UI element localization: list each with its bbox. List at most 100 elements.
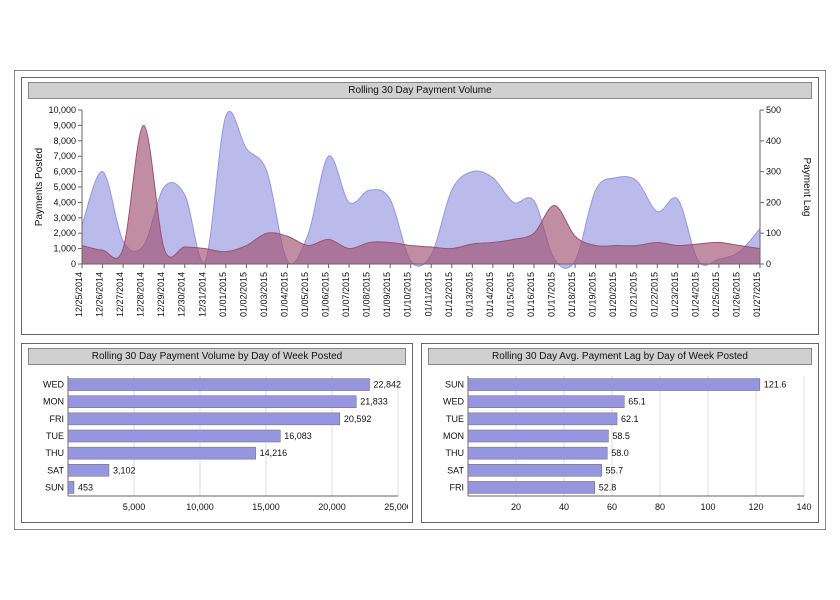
svg-text:120: 120 (748, 502, 763, 512)
svg-text:01/11/2015: 01/11/2015 (423, 272, 433, 316)
svg-text:40: 40 (559, 502, 569, 512)
svg-text:0: 0 (766, 259, 771, 269)
bar (468, 464, 602, 476)
svg-text:12/28/2014: 12/28/2014 (136, 272, 146, 317)
bottom-left-svg: 5,00010,00015,00020,00025,000WED22,842MO… (28, 370, 408, 518)
bar (68, 379, 370, 391)
bottom-right-svg: 20406080100120140SUN121.6WED65.1TUE62.1M… (428, 370, 814, 518)
svg-text:01/23/2015: 01/23/2015 (670, 272, 680, 317)
svg-text:2,000: 2,000 (53, 228, 76, 238)
top-chart-svg: 0 1,000 2,000 3,000 4,000 5,000 6,000 7,000 8,00… (28, 104, 814, 330)
bar-value: 16,083 (284, 431, 312, 441)
svg-text:01/08/2015: 01/08/2015 (362, 272, 372, 317)
svg-text:01/07/2015: 01/07/2015 (341, 272, 351, 317)
bar-category: THU (446, 448, 465, 458)
svg-text:01/22/2015: 01/22/2015 (649, 272, 659, 317)
svg-text:3,000: 3,000 (53, 213, 76, 223)
bar-value: 52.8 (599, 482, 617, 492)
bar (468, 481, 595, 493)
svg-text:12/29/2014: 12/29/2014 (156, 272, 166, 317)
bar-value: 14,216 (260, 448, 288, 458)
bottom-left-panel: Rolling 30 Day Payment Volume by Day of … (21, 343, 413, 523)
svg-text:5,000: 5,000 (53, 182, 76, 192)
top-chart-title: Rolling 30 Day Payment Volume (28, 82, 812, 99)
bar (468, 430, 608, 442)
svg-text:01/17/2015: 01/17/2015 (547, 272, 557, 317)
bar-category: FRI (50, 414, 65, 424)
svg-text:8,000: 8,000 (53, 136, 76, 146)
bar (468, 396, 624, 408)
svg-text:12/31/2014: 12/31/2014 (197, 272, 207, 317)
bar-category: TUE (446, 414, 464, 424)
svg-text:01/01/2015: 01/01/2015 (218, 272, 228, 317)
bar-value: 22,842 (374, 380, 402, 390)
svg-text:100: 100 (700, 502, 715, 512)
bar (468, 413, 617, 425)
svg-text:01/10/2015: 01/10/2015 (403, 272, 413, 317)
svg-text:100: 100 (766, 228, 781, 238)
svg-text:01/25/2015: 01/25/2015 (711, 272, 721, 317)
bar-category: WED (443, 397, 464, 407)
svg-text:300: 300 (766, 167, 781, 177)
svg-text:12/26/2014: 12/26/2014 (95, 272, 105, 317)
svg-text:01/03/2015: 01/03/2015 (259, 272, 269, 317)
svg-text:15,000: 15,000 (252, 502, 280, 512)
bar-value: 62.1 (621, 414, 639, 424)
bar (468, 379, 760, 391)
svg-text:01/02/2015: 01/02/2015 (238, 272, 248, 317)
svg-text:7,000: 7,000 (53, 151, 76, 161)
bar-category: MON (43, 397, 64, 407)
svg-text:01/13/2015: 01/13/2015 (464, 272, 474, 317)
bar-value: 55.7 (606, 465, 624, 475)
svg-text:0: 0 (71, 259, 76, 269)
bar-value: 58.5 (612, 431, 630, 441)
bar (68, 447, 256, 459)
svg-text:01/18/2015: 01/18/2015 (567, 272, 577, 317)
bottom-right-panel: Rolling 30 Day Avg. Payment Lag by Day o… (421, 343, 819, 523)
svg-text:80: 80 (655, 502, 665, 512)
bar (68, 396, 356, 408)
svg-text:5,000: 5,000 (123, 502, 146, 512)
svg-text:01/20/2015: 01/20/2015 (608, 272, 618, 317)
bar (68, 481, 74, 493)
bar-category: SAT (47, 465, 64, 475)
bar-category: THU (46, 448, 65, 458)
bar-category: FRI (450, 482, 465, 492)
svg-text:01/16/2015: 01/16/2015 (526, 272, 536, 317)
svg-text:10,000: 10,000 (48, 105, 76, 115)
right-axis-label: Payment Lag (801, 158, 812, 217)
svg-text:10,000: 10,000 (186, 502, 214, 512)
svg-text:01/26/2015: 01/26/2015 (731, 272, 741, 317)
svg-text:4,000: 4,000 (53, 197, 76, 207)
svg-text:9,000: 9,000 (53, 120, 76, 130)
svg-text:12/25/2014: 12/25/2014 (74, 272, 84, 317)
svg-text:60: 60 (607, 502, 617, 512)
bottom-left-title: Rolling 30 Day Payment Volume by Day of … (28, 348, 406, 365)
svg-text:01/05/2015: 01/05/2015 (300, 272, 310, 317)
svg-text:01/12/2015: 01/12/2015 (444, 272, 454, 317)
svg-text:01/14/2015: 01/14/2015 (485, 272, 495, 317)
svg-text:1,000: 1,000 (53, 244, 76, 254)
bar-value: 21,833 (360, 397, 388, 407)
svg-text:01/04/2015: 01/04/2015 (279, 272, 289, 317)
bar-value: 20,592 (344, 414, 372, 424)
svg-text:01/15/2015: 01/15/2015 (505, 272, 515, 317)
svg-text:140: 140 (796, 502, 811, 512)
svg-text:500: 500 (766, 105, 781, 115)
bar-category: SAT (447, 465, 464, 475)
top-chart-panel: Rolling 30 Day Payment Volume 0 1,000 2,00… (21, 77, 819, 335)
svg-text:20: 20 (511, 502, 521, 512)
svg-text:20,000: 20,000 (318, 502, 346, 512)
svg-text:400: 400 (766, 136, 781, 146)
bar (68, 430, 280, 442)
bottom-right-title: Rolling 30 Day Avg. Payment Lag by Day o… (428, 348, 812, 365)
bar-category: WED (43, 380, 64, 390)
svg-text:12/30/2014: 12/30/2014 (177, 272, 187, 317)
bar-category: SUN (445, 380, 464, 390)
svg-text:01/27/2015: 01/27/2015 (752, 272, 762, 317)
svg-text:01/06/2015: 01/06/2015 (321, 272, 331, 317)
svg-text:01/21/2015: 01/21/2015 (629, 272, 639, 317)
svg-text:6,000: 6,000 (53, 167, 76, 177)
svg-text:01/24/2015: 01/24/2015 (690, 272, 700, 317)
bar-value: 58.0 (611, 448, 629, 458)
